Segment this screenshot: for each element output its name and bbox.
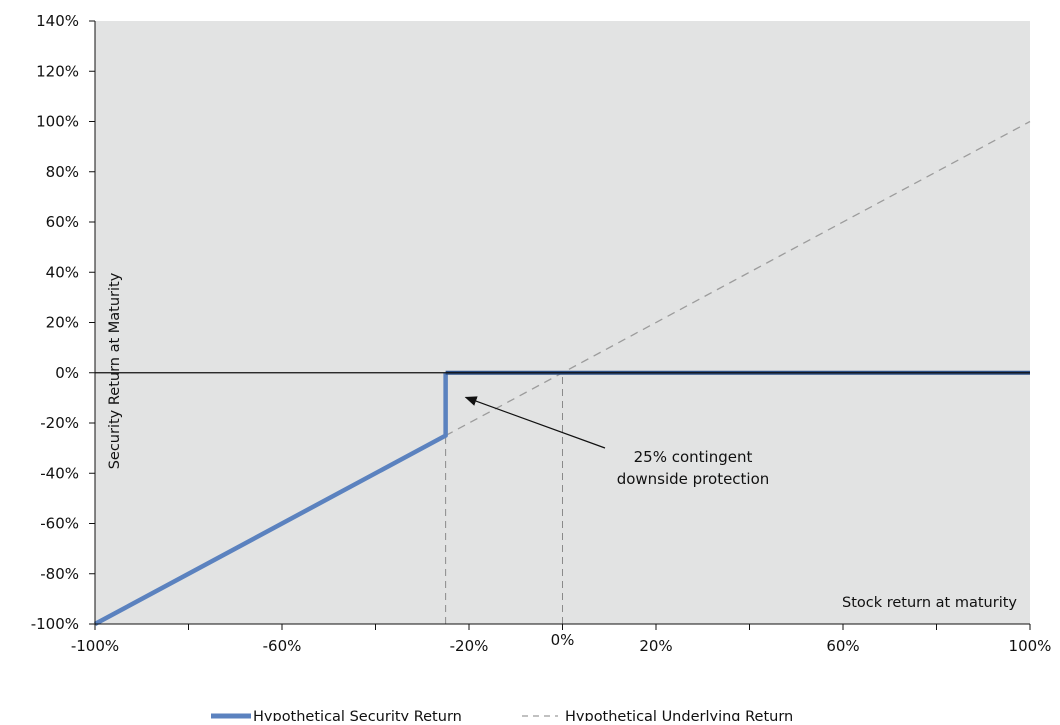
x-axis-title: Stock return at maturity <box>842 595 1017 611</box>
x-tick-label: 0% <box>551 631 575 649</box>
y-axis: 140% 120% 100% 80% 60% 40% 20% 0% -20% -40% -60% -8… <box>31 12 96 633</box>
y-tick-label: -80% <box>40 565 79 583</box>
x-axis: -100% -60% -20% 0% 20% 60% 100% <box>71 623 1052 655</box>
x-tick-label: 60% <box>826 637 859 655</box>
y-tick-label: 0% <box>55 364 79 382</box>
legend-label-underlying: Hypothetical Underlying Return <box>565 709 793 721</box>
y-tick-label: -20% <box>40 414 79 432</box>
series-line-security <box>93 372 448 626</box>
x-tick-label: -60% <box>263 637 302 655</box>
y-tick-label: 80% <box>46 163 79 181</box>
x-tick-label: -100% <box>71 637 119 655</box>
annotation-arrow <box>464 396 606 449</box>
x-tick-label: -20% <box>450 637 489 655</box>
y-tick-label: 100% <box>36 113 79 131</box>
y-tick-label: -60% <box>40 515 79 533</box>
y-tick-label: -40% <box>40 464 79 482</box>
x-tick-label: 100% <box>1009 637 1052 655</box>
legend: Hypothetical Security Return Hypothetica… <box>211 709 793 725</box>
y-tick-label: 140% <box>36 12 79 30</box>
y-tick-label: 20% <box>46 314 79 332</box>
annotation-line-2: downside protection <box>617 470 770 488</box>
y-tick-label: 120% <box>36 62 79 80</box>
y-tick-label: -100% <box>31 615 79 633</box>
legend-label-security: Hypothetical Security Return <box>253 709 462 721</box>
annotation-line-1: 25% contingent <box>634 448 753 466</box>
y-tick-label: 60% <box>46 213 79 231</box>
y-tick-label: 40% <box>46 263 79 281</box>
y-axis-title: Security Return at Maturity <box>107 272 123 469</box>
series-line-underlying <box>445 120 1031 437</box>
protection-annotation: 25% contingent downside protection <box>464 396 770 488</box>
x-tick-label: 20% <box>639 637 672 655</box>
